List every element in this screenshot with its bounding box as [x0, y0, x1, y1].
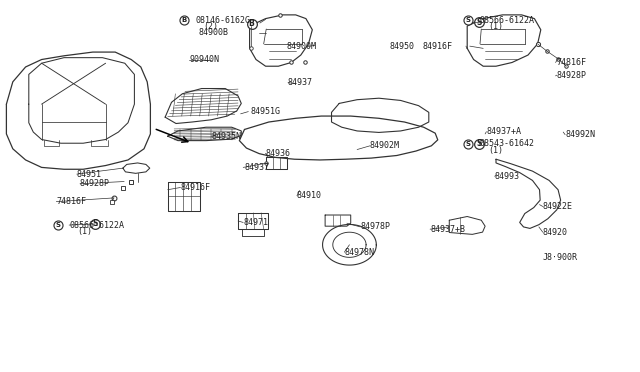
Text: (1): (1)	[488, 22, 503, 31]
Text: (1): (1)	[77, 227, 92, 236]
Text: S: S	[55, 222, 60, 228]
Text: 84920: 84920	[543, 228, 568, 237]
Text: 84935N: 84935N	[211, 132, 241, 141]
Text: 84978N: 84978N	[344, 248, 374, 257]
Text: 08543-61642: 08543-61642	[480, 139, 535, 148]
Text: 84950: 84950	[389, 42, 414, 51]
Text: 84928P: 84928P	[80, 179, 110, 188]
Text: 84900M: 84900M	[287, 42, 317, 51]
Text: (2): (2)	[204, 22, 218, 31]
Text: 84936: 84936	[266, 149, 291, 158]
Text: S: S	[466, 141, 471, 147]
Text: 84928P: 84928P	[557, 71, 587, 80]
Text: 84937: 84937	[244, 163, 269, 172]
Text: 08146-6162G: 08146-6162G	[195, 16, 250, 25]
Text: 08566-6122A: 08566-6122A	[69, 221, 124, 230]
Text: S: S	[466, 17, 471, 23]
Text: (1): (1)	[488, 146, 503, 155]
Text: S: S	[92, 219, 97, 228]
Text: 84916F: 84916F	[422, 42, 452, 51]
Text: B: B	[181, 17, 186, 23]
Text: S: S	[476, 139, 481, 148]
Text: 84922E: 84922E	[543, 202, 573, 211]
Text: 84937+A: 84937+A	[486, 127, 522, 136]
Text: 84971: 84971	[243, 218, 268, 227]
Text: 90940N: 90940N	[189, 55, 220, 64]
Text: 74816F: 74816F	[56, 197, 86, 206]
Text: S: S	[476, 18, 481, 27]
Text: 84937: 84937	[288, 78, 313, 87]
Text: J8·900R: J8·900R	[543, 253, 578, 262]
Text: 84978P: 84978P	[360, 222, 390, 231]
Text: 84902M: 84902M	[370, 141, 400, 150]
Text: 84951: 84951	[77, 170, 102, 179]
Text: 84910: 84910	[297, 191, 322, 200]
Text: 84993: 84993	[495, 172, 520, 181]
Text: 84937+B: 84937+B	[430, 225, 465, 234]
Text: B: B	[249, 19, 254, 28]
Text: 84900B: 84900B	[198, 28, 228, 37]
Text: 74816F: 74816F	[557, 58, 587, 67]
Text: 84951G: 84951G	[251, 107, 281, 116]
Text: 08566-6122A: 08566-6122A	[480, 16, 535, 25]
Text: 84916F: 84916F	[180, 183, 211, 192]
Text: 84992N: 84992N	[565, 130, 595, 139]
